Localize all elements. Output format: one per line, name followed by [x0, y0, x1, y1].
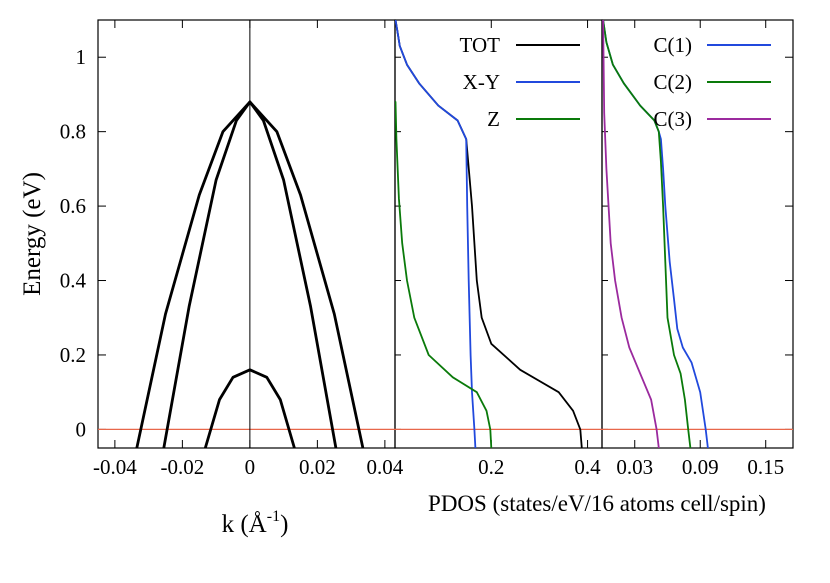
- ytick-label: 0.6: [60, 194, 86, 218]
- tick-labels: -0.04 -0.02 0 0.02 0.04 0.2 0.4 0.03 0.09 0.15 0 0.…: [60, 45, 784, 479]
- ytick-label: 0: [76, 417, 87, 441]
- c-3--pdos-atom-curve: [602, 20, 660, 448]
- pdos-atom-xtick-label: 0.15: [747, 455, 784, 479]
- pdos-atom-xtick-label: 0.03: [616, 455, 653, 479]
- band-xtick-label: 0.02: [299, 455, 336, 479]
- band-xtick-label: -0.02: [161, 455, 205, 479]
- legend: TOT X-Y Z C(1) C(2) C(3): [460, 33, 771, 131]
- z-pdos-orbital-curve: [395, 101, 493, 448]
- x-axis-title-band: k (Å-1): [222, 508, 289, 538]
- pdos-atom-curves: [602, 20, 709, 448]
- pdos-orbital-curves: [395, 20, 583, 448]
- band-curves: [135, 100, 365, 448]
- band-xtick-label: -0.04: [93, 455, 137, 479]
- c-2--pdos-atom-curve: [602, 20, 692, 448]
- legend-label: X-Y: [463, 70, 500, 94]
- legend-label: C(2): [654, 70, 693, 94]
- pdos-atom-xtick-label: 0.09: [682, 455, 719, 479]
- ytick-label: 0.8: [60, 120, 86, 144]
- ytick-label: 1: [76, 45, 87, 69]
- band-xtick-label: 0.04: [367, 455, 404, 479]
- legend-label: C(3): [654, 107, 693, 131]
- x-axis-title-pdos: PDOS (states/eV/16 atoms cell/spin): [428, 491, 766, 516]
- legend-label: Z: [487, 107, 500, 131]
- pdos-orbital-xtick-label: 0.2: [478, 455, 504, 479]
- y-axis-title: Energy (eV): [19, 172, 46, 296]
- legend-label: TOT: [460, 33, 501, 57]
- x-y-pdos-orbital-curve: [395, 20, 477, 448]
- band-xtick-label: 0: [245, 455, 256, 479]
- band-curve: [203, 368, 296, 448]
- ytick-label: 0.4: [60, 269, 87, 293]
- legend-label: C(1): [654, 33, 693, 57]
- pdos-atom-panel-frame: [601, 19, 794, 449]
- pdos-orbital-xtick-label: 0.4: [574, 455, 601, 479]
- band-curve: [162, 100, 338, 448]
- ytick-label: 0.2: [60, 343, 86, 367]
